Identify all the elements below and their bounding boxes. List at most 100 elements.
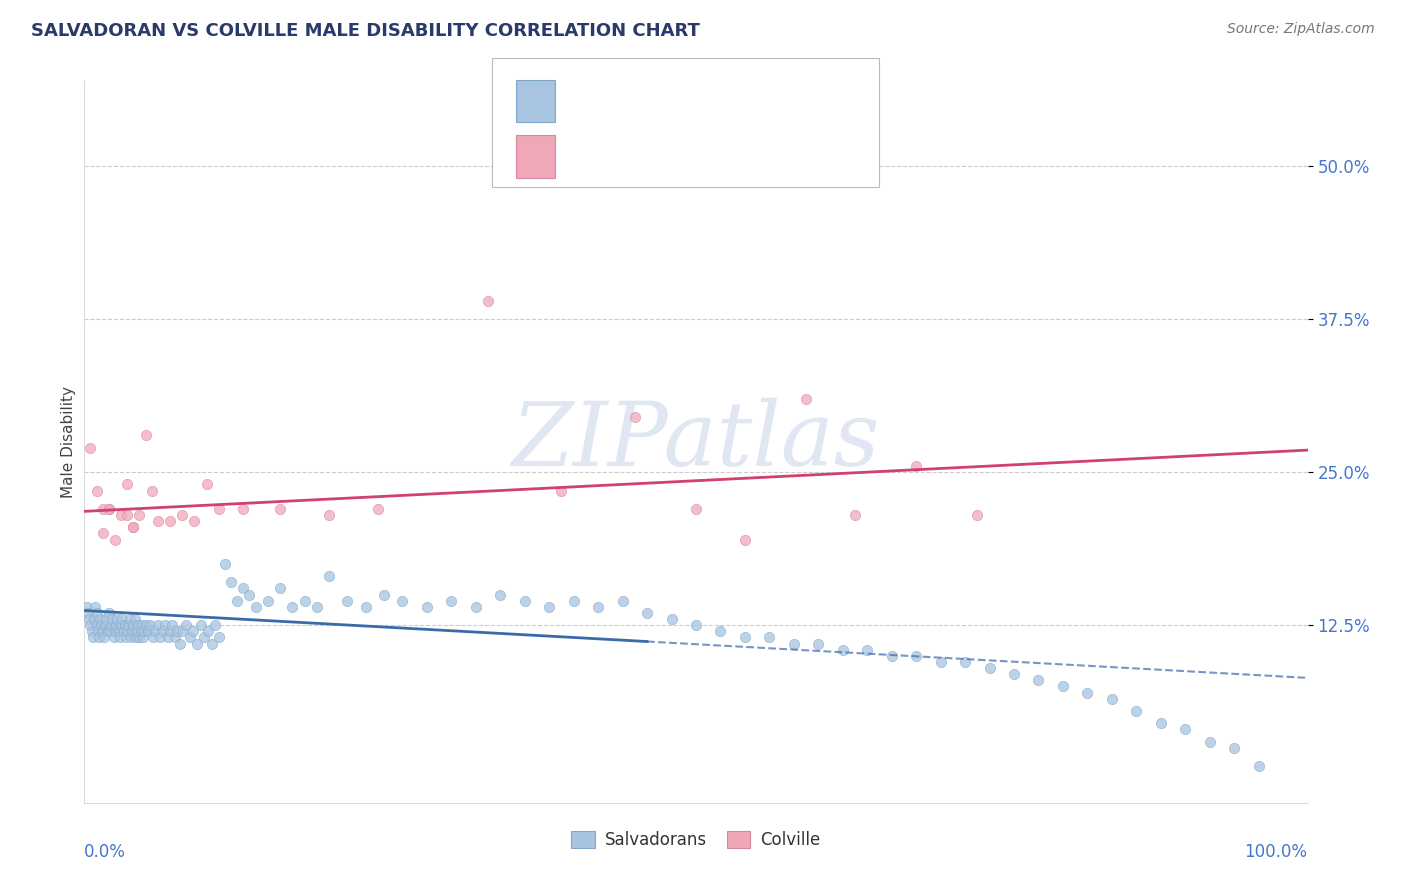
Point (174, 618, 197, 632)
Point (104, 624, 127, 639)
Point (172, 624, 194, 639)
Point (1052, 680, 1074, 694)
Point (117, 618, 139, 632)
Point (104, 533, 127, 547)
Point (181, 624, 204, 639)
Point (162, 618, 184, 632)
Point (856, 642, 879, 657)
Point (90, 618, 112, 632)
Point (1076, 685, 1098, 699)
Point (111, 612, 134, 626)
Point (93, 631, 115, 645)
Point (128, 508, 150, 522)
Point (257, 593, 280, 607)
Point (166, 624, 188, 639)
Point (83, 612, 105, 626)
Text: ZIPatlas: ZIPatlas (512, 398, 880, 485)
Point (94, 618, 117, 632)
Text: 34: 34 (756, 147, 780, 165)
Point (186, 637, 208, 651)
Point (305, 599, 328, 614)
Point (135, 428, 157, 442)
Point (1198, 734, 1220, 748)
Point (172, 508, 194, 522)
Point (122, 520, 145, 534)
Point (416, 599, 439, 614)
Point (953, 655, 976, 669)
Point (197, 624, 219, 639)
Point (318, 569, 340, 583)
Point (794, 392, 817, 406)
Point (880, 648, 903, 663)
Point (77, 606, 100, 620)
Point (336, 593, 359, 607)
Point (844, 508, 866, 522)
Point (929, 655, 952, 669)
Point (122, 618, 145, 632)
Point (110, 508, 132, 522)
Point (513, 593, 536, 607)
Point (318, 508, 340, 522)
Point (1174, 723, 1197, 737)
Point (139, 618, 162, 632)
Point (152, 624, 174, 639)
Point (80, 624, 103, 639)
Point (142, 631, 165, 645)
Point (204, 618, 226, 632)
Point (110, 618, 132, 632)
Point (208, 631, 231, 645)
Text: -0.399: -0.399 (623, 92, 682, 110)
Point (143, 624, 166, 639)
Point (1150, 716, 1173, 731)
Point (245, 599, 267, 614)
Point (373, 588, 395, 602)
Point (100, 618, 122, 632)
Point (758, 631, 780, 645)
Point (132, 631, 155, 645)
Point (269, 582, 291, 596)
Point (219, 575, 242, 590)
Point (112, 624, 135, 639)
Text: SALVADORAN VS COLVILLE MALE DISABILITY CORRELATION CHART: SALVADORAN VS COLVILLE MALE DISABILITY C… (31, 22, 700, 40)
Point (232, 502, 254, 516)
Point (125, 624, 148, 639)
Point (87, 624, 110, 639)
Point (141, 483, 163, 498)
Point (709, 624, 731, 639)
Point (489, 588, 512, 602)
Point (661, 612, 683, 626)
Point (966, 508, 988, 522)
Point (105, 618, 128, 632)
Point (146, 514, 169, 528)
Point (354, 599, 377, 614)
Point (179, 631, 201, 645)
Point (79, 441, 101, 455)
Point (153, 618, 176, 632)
Point (122, 520, 145, 534)
Text: N =: N = (703, 92, 740, 110)
Point (91, 624, 114, 639)
Point (226, 593, 249, 607)
Point (149, 631, 172, 645)
Point (281, 599, 304, 614)
Point (89, 612, 111, 626)
Point (128, 631, 150, 645)
Point (115, 477, 138, 491)
Point (76, 599, 98, 614)
Point (208, 502, 231, 516)
Point (636, 606, 658, 620)
Point (103, 631, 125, 645)
Point (97, 502, 120, 516)
Point (98, 624, 121, 639)
Point (96, 612, 118, 626)
Point (131, 618, 153, 632)
Point (612, 593, 634, 607)
Point (115, 631, 138, 645)
Point (979, 661, 1001, 675)
Point (82, 631, 104, 645)
Text: 126: 126 (756, 92, 792, 110)
Point (163, 631, 186, 645)
Point (238, 588, 260, 602)
Point (624, 410, 647, 425)
Point (807, 637, 830, 651)
